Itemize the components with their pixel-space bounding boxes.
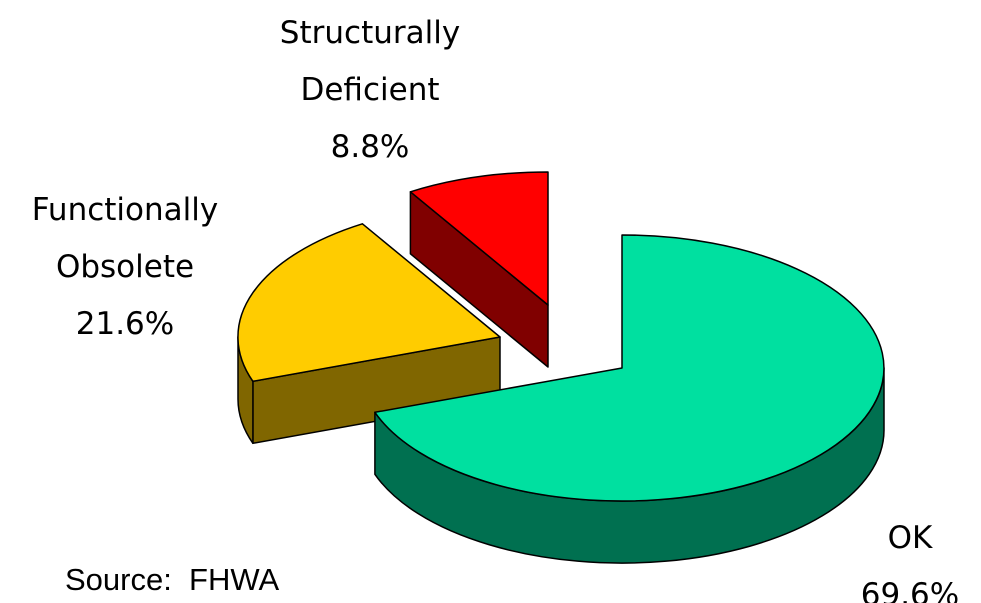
slice — [409, 171, 549, 306]
slice-label: Structurally Deficient 8.8% — [280, 5, 460, 176]
value-label: 69.6% — [860, 577, 960, 603]
slice-label: Functionally Obsolete 21.6% — [32, 182, 218, 353]
slice — [374, 234, 885, 502]
slice — [237, 223, 501, 383]
category-label: Functionally Obsolete — [31, 192, 219, 285]
value-label: 8.8% — [330, 129, 410, 165]
slice-label: OK 69.6% — [861, 510, 959, 603]
category-label: Structurally Deficient — [279, 15, 461, 108]
category-label: OK — [887, 520, 933, 556]
value-label: 21.6% — [75, 306, 175, 342]
source-note: Source: FHWA — [65, 562, 280, 597]
